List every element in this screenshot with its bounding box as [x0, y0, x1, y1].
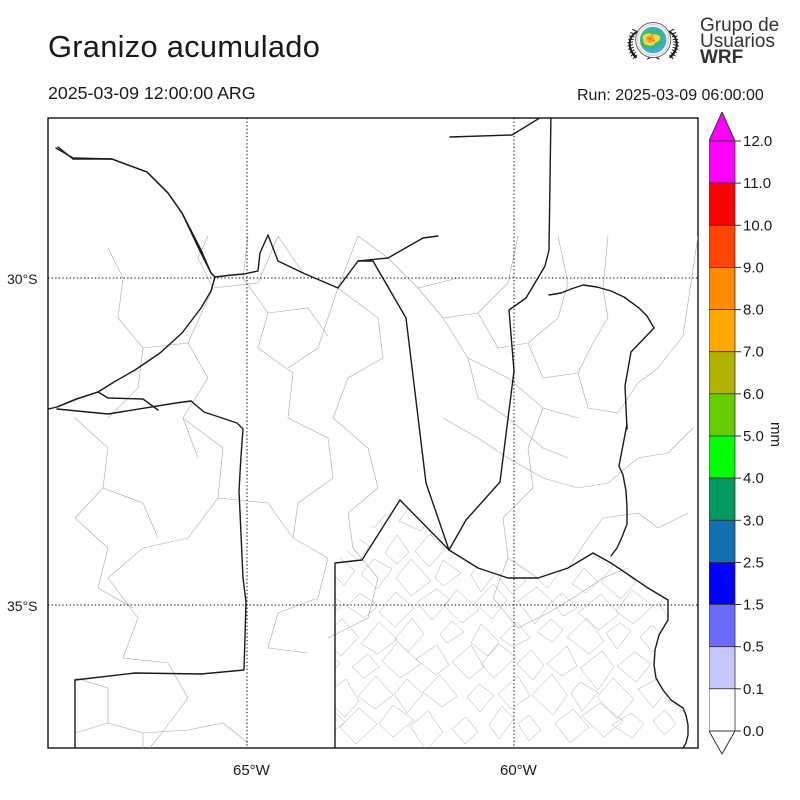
svg-text:9.0: 9.0	[743, 259, 764, 276]
svg-text:10.0: 10.0	[743, 217, 772, 234]
svg-text:0.0: 0.0	[743, 723, 764, 740]
svg-text:7.0: 7.0	[743, 344, 764, 361]
svg-text:6.0: 6.0	[743, 386, 764, 403]
svg-text:2.5: 2.5	[743, 554, 764, 571]
svg-text:1.5: 1.5	[743, 597, 764, 614]
svg-text:12.0: 12.0	[743, 133, 772, 150]
svg-text:3.0: 3.0	[743, 512, 764, 529]
svg-text:5.0: 5.0	[743, 428, 764, 445]
svg-text:11.0: 11.0	[743, 175, 771, 192]
svg-text:mm: mm	[767, 422, 784, 447]
svg-text:8.0: 8.0	[743, 302, 764, 319]
svg-text:0.5: 0.5	[743, 639, 764, 656]
svg-text:0.1: 0.1	[743, 681, 764, 698]
svg-text:4.0: 4.0	[743, 470, 764, 487]
